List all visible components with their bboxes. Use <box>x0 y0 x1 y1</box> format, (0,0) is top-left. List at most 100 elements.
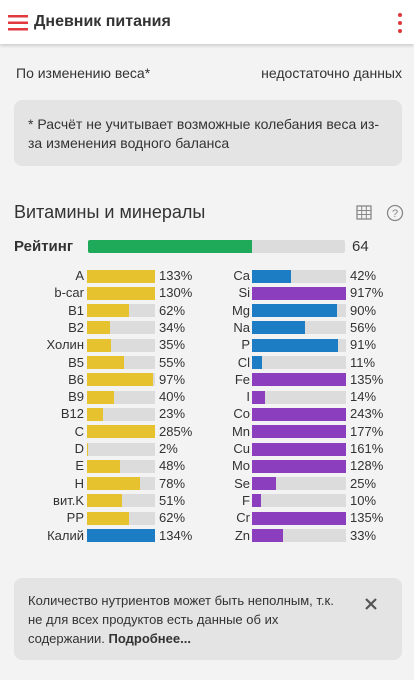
nutrient-bar <box>87 304 130 318</box>
nutrient-percent: 91% <box>350 337 377 353</box>
more-link[interactable]: Подробнее... <box>108 631 191 646</box>
nutrient-bar <box>252 356 263 369</box>
nutrient-percent: 97% <box>159 371 186 387</box>
nutrient-name: вит.K <box>53 492 84 508</box>
nutrient-track <box>252 321 346 335</box>
nutrient-track <box>87 511 155 525</box>
nutrient-percent: 10% <box>350 492 377 508</box>
nutrient-track <box>252 356 346 369</box>
nutrient-name: B12 <box>60 406 84 422</box>
nutrient-bar <box>252 407 346 421</box>
nutrient-percent: 62% <box>159 302 186 318</box>
nutrient-percent: 135% <box>350 371 384 387</box>
nutrient-percent: 177% <box>350 423 384 439</box>
nutrient-percent: 23% <box>159 406 186 422</box>
rating-track <box>88 240 345 253</box>
nutrient-track <box>87 477 155 491</box>
rating-label: Рейтинг <box>14 238 74 255</box>
nutrient-bar <box>252 269 292 283</box>
svg-text:?: ? <box>392 208 398 220</box>
nutrient-bar <box>252 442 346 456</box>
nutrient-bar <box>87 529 155 542</box>
nutrient-track <box>87 459 155 473</box>
nutrient-name: A <box>75 268 84 283</box>
nutrient-percent: 40% <box>159 389 186 405</box>
nutrient-bar <box>87 511 130 525</box>
nutrient-bar <box>87 269 155 283</box>
nutrient-percent: 62% <box>159 510 186 526</box>
nutrient-track <box>252 286 346 300</box>
rating-value: 64 <box>352 238 369 255</box>
nutrient-track <box>252 390 346 404</box>
nutrient-bar <box>252 373 346 387</box>
nutrient-track <box>252 407 346 421</box>
nutrient-name: B6 <box>68 371 84 387</box>
app-header: Дневник питания <box>0 0 414 44</box>
nutrient-bar <box>252 477 276 491</box>
nutrient-bar <box>252 338 338 352</box>
nutrient-name: C <box>74 423 84 439</box>
nutrient-bar <box>87 477 141 491</box>
nutrient-track <box>87 304 155 318</box>
nutrient-bar <box>252 425 346 439</box>
nutrient-percent: 134% <box>159 527 193 543</box>
nutrient-bar <box>252 390 266 404</box>
nutrient-track <box>87 407 155 421</box>
nutrient-percent: 33% <box>350 527 377 543</box>
nutrient-bar <box>87 356 125 369</box>
nutrient-percent: 243% <box>350 406 384 422</box>
nutrient-percent: 25% <box>350 475 377 491</box>
nutrient-percent: 11% <box>350 354 376 370</box>
nutrient-percent: 55% <box>159 354 186 370</box>
rating-bar <box>88 240 253 253</box>
nutrient-track <box>252 425 346 439</box>
nutrient-track <box>87 269 155 283</box>
close-icon[interactable] <box>365 598 377 610</box>
nutrient-track <box>252 304 346 318</box>
nutrient-track <box>87 494 155 508</box>
nutrient-percent: 48% <box>159 458 186 474</box>
nutrient-name: PP <box>66 510 84 526</box>
nutrient-percent: 51% <box>159 492 186 508</box>
nutrient-percent: 130% <box>159 285 193 301</box>
nutrient-track <box>87 529 155 542</box>
nutrient-track <box>87 321 155 335</box>
nutrient-bar <box>252 459 346 473</box>
section-title: Витамины и минералы <box>14 202 206 222</box>
nutrient-track <box>252 529 346 542</box>
nutrient-percent: 161% <box>350 441 384 456</box>
nutrient-percent: 90% <box>350 302 377 318</box>
nutrient-name: Co <box>233 406 250 422</box>
nutrient-name: I <box>246 389 250 405</box>
nutrient-track <box>87 356 155 369</box>
section-icons[interactable]: ? <box>356 204 406 222</box>
nutrient-bar <box>87 390 115 404</box>
note-text: * Расчёт не учитывает возможные колебани… <box>28 116 380 151</box>
nutrient-percent: 135% <box>350 510 384 526</box>
nutrient-track <box>252 494 346 508</box>
nutrient-name: Mn <box>231 423 250 439</box>
nutrient-track <box>87 390 155 404</box>
nutrient-bar <box>87 407 103 421</box>
nutrient-name: Холин <box>46 337 85 353</box>
nutrient-percent: 42% <box>350 268 377 283</box>
nutrient-bar <box>87 286 155 300</box>
nutrient-track <box>252 269 346 283</box>
nutrient-percent: 78% <box>159 475 186 491</box>
menu-icon[interactable] <box>8 14 30 32</box>
nutrient-name: Se <box>234 475 250 491</box>
nutrient-track <box>252 477 346 491</box>
nutrient-track <box>87 338 155 352</box>
header-title: Дневник питания <box>34 13 171 30</box>
weight-label: По изменению веса* <box>16 65 151 81</box>
footer-text: Количество нутриентов может быть неполны… <box>28 591 348 648</box>
nutrient-name: Cr <box>236 510 250 526</box>
nutrient-name: H <box>74 475 84 491</box>
nutrient-bar <box>252 529 284 542</box>
nutrient-percent: 35% <box>159 337 186 353</box>
more-icon[interactable] <box>396 12 404 34</box>
nutrient-percent: 128% <box>350 458 384 474</box>
nutrient-percent: 285% <box>159 423 193 439</box>
nutrient-name: Mo <box>231 458 250 474</box>
